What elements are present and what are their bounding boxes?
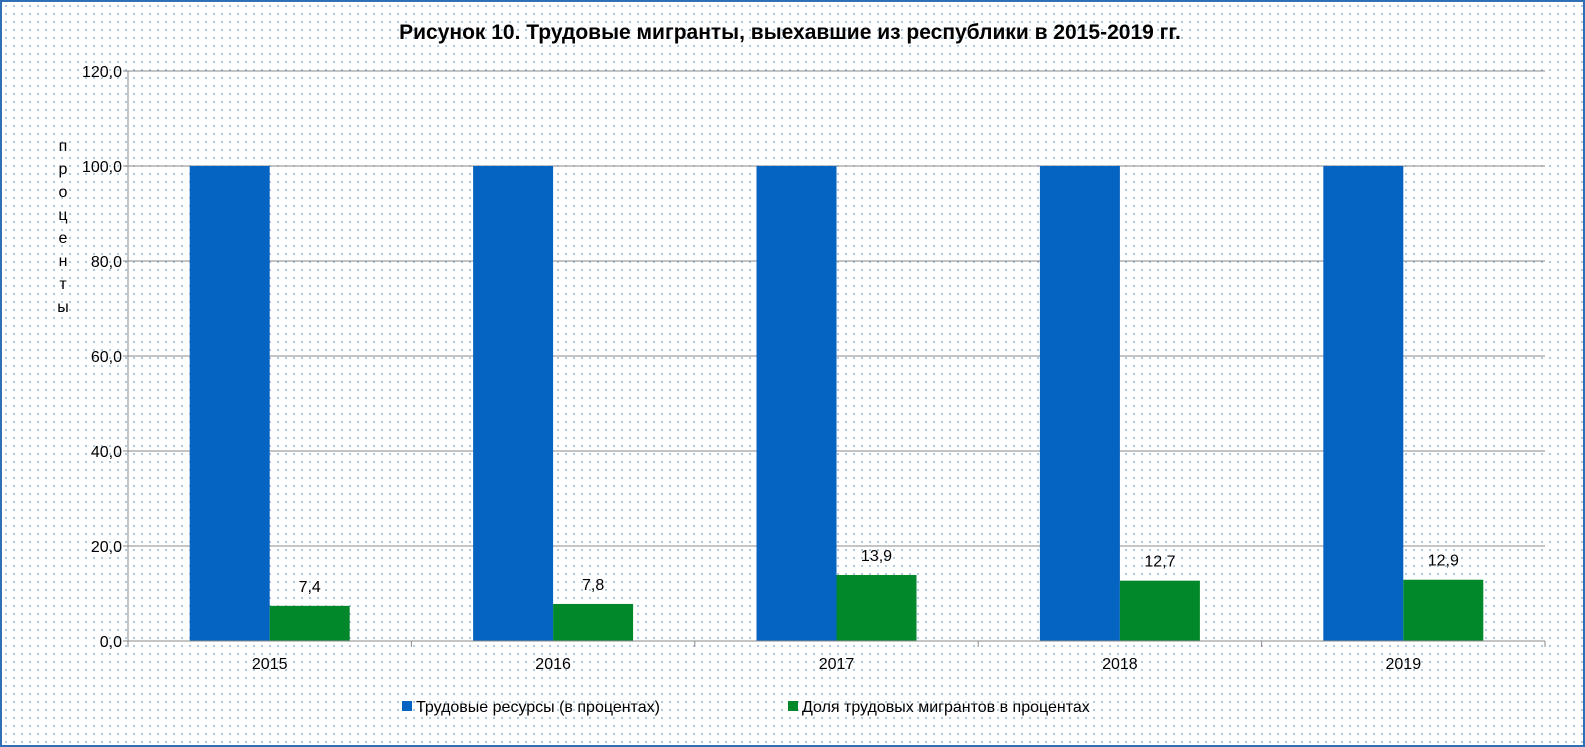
bar [269, 605, 350, 641]
y-tick-label: 120,0 [82, 64, 122, 81]
bar [189, 166, 270, 641]
bars [189, 166, 1484, 641]
bar [836, 574, 917, 641]
axes [127, 71, 1546, 647]
y-tick-label: 80,0 [91, 254, 122, 271]
y-tick-label: 20,0 [91, 539, 122, 556]
y-axis-label-char: т [59, 276, 67, 293]
legend-swatch [402, 701, 412, 711]
y-axis-ticks: 0,0 20,0 40,0 60,0 80,0 100,0 120,0 [82, 64, 122, 651]
y-tick-label: 40,0 [91, 444, 122, 461]
x-tick-label: 2015 [252, 656, 288, 673]
legend-label: Трудовые ресурсы (в процентах) [416, 699, 660, 716]
data-labels: 7,4 7,8 13,9 12,7 12,9 [299, 548, 1459, 596]
bar [553, 603, 634, 641]
x-tick-label: 2018 [1102, 656, 1138, 673]
bar [473, 166, 554, 641]
y-axis-label-char: о [59, 184, 68, 201]
legend-swatch [788, 701, 798, 711]
y-axis-label-char: ы [57, 299, 69, 316]
y-axis-label-char: н [59, 253, 68, 270]
y-axis-label-char: п [59, 138, 68, 155]
y-axis-label-char: р [59, 161, 68, 178]
legend: Трудовые ресурсы (в процентах) Доля трудо… [402, 699, 1090, 716]
data-label: 12,9 [1428, 553, 1459, 570]
y-tick-label: 0,0 [100, 634, 122, 651]
bar [1039, 166, 1120, 641]
legend-label: Доля трудовых мигрантов в процентах [802, 699, 1090, 716]
x-tick-label: 2016 [535, 656, 571, 673]
bar [1403, 579, 1484, 641]
y-tick-label: 60,0 [91, 349, 122, 366]
x-tick-label: 2019 [1386, 656, 1422, 673]
y-axis-label-char: ц [58, 207, 67, 224]
x-axis-ticks: 2015 2016 2017 2018 2019 [252, 656, 1421, 673]
chart-title: Рисунок 10. Трудовые мигранты, выехавшие… [399, 21, 1181, 44]
y-tick-label: 100,0 [82, 159, 122, 176]
data-label: 7,8 [582, 577, 604, 594]
data-label: 13,9 [861, 548, 892, 565]
data-label: 7,4 [299, 579, 321, 596]
bar [1323, 166, 1404, 641]
bar [756, 166, 837, 641]
y-axis-label-char: е [59, 230, 68, 247]
bar [1119, 580, 1200, 641]
data-label: 12,7 [1144, 554, 1175, 571]
x-tick-label: 2017 [819, 656, 855, 673]
